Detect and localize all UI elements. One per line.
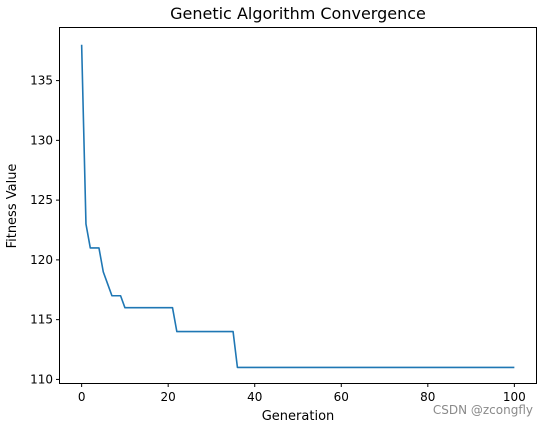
y-tick-label: 135 (30, 74, 53, 88)
x-tick-label: 100 (503, 390, 526, 404)
x-tick-label: 0 (78, 390, 86, 404)
x-tick-label: 80 (420, 390, 435, 404)
x-tick-label: 60 (334, 390, 349, 404)
plot-frame (59, 27, 537, 384)
y-tick-label: 110 (30, 372, 53, 386)
x-tick-label: 20 (161, 390, 176, 404)
watermark: CSDN @zcongfly (433, 403, 533, 417)
chart-title: Genetic Algorithm Convergence (170, 4, 426, 23)
x-axis-ticks: 0 20 40 60 80 100 (78, 383, 526, 404)
y-axis-ticks: 110 115 120 125 130 135 (30, 74, 60, 386)
y-axis-label: Fitness Value (5, 164, 20, 249)
x-axis-label: Generation (262, 409, 335, 424)
series-line (80, 44, 515, 369)
y-tick-label: 115 (30, 313, 53, 327)
plot-area: 0 20 40 60 80 100 110 115 120 125 130 135 (30, 27, 537, 404)
y-tick-label: 125 (30, 193, 53, 207)
y-tick-label: 130 (30, 133, 53, 147)
x-tick-label: 40 (247, 390, 262, 404)
y-tick-label: 120 (30, 253, 53, 267)
